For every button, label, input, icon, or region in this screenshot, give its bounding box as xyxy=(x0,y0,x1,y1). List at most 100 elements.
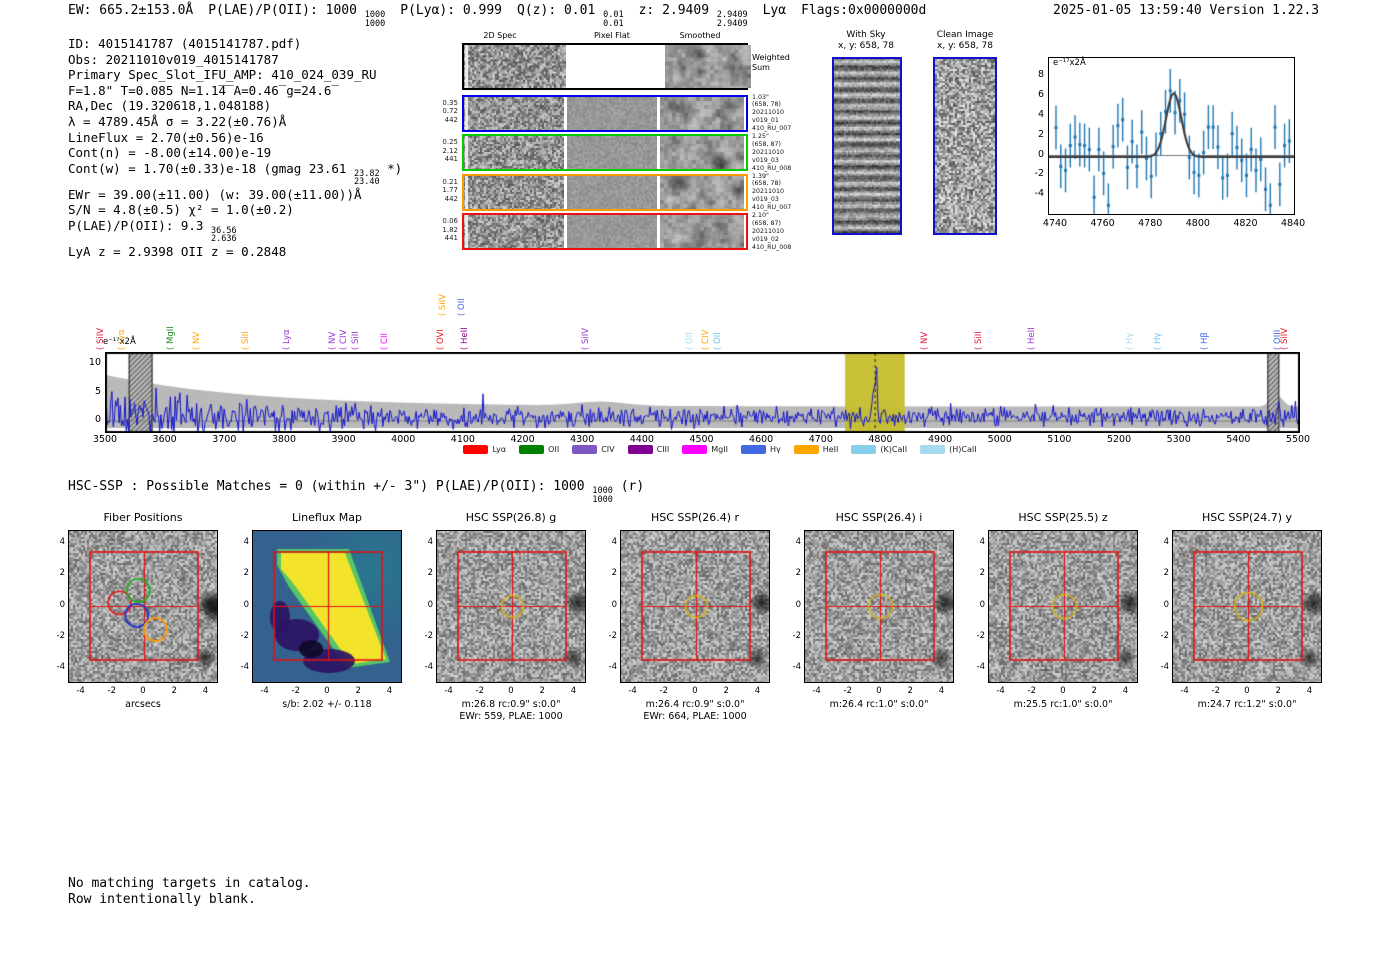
line-fit-xtick: 4760 xyxy=(1090,218,1115,229)
panel-xtick: 0 xyxy=(876,686,882,696)
emission-line-label-CII: ( CII xyxy=(380,333,391,350)
spectrum-xtick: 4700 xyxy=(808,433,833,445)
legend-label: HeII xyxy=(822,445,839,454)
left-label-line: 2.12 xyxy=(442,146,458,155)
emission-line-label-HeII: ( HeII xyxy=(460,327,471,350)
hsc-cutout-image xyxy=(437,531,585,682)
panel-ytick: 2 xyxy=(59,568,65,579)
panel-xtick: -4 xyxy=(628,686,637,696)
info-line-11: P(LAE)/P(OII): 9.3 36.56 2.636 xyxy=(68,217,237,245)
right-label-line: v019_03 xyxy=(752,196,779,204)
panel-ytick: -2 xyxy=(424,630,433,641)
panel-xtick: 2 xyxy=(1275,686,1281,696)
emission-line-label-NV: ( NV xyxy=(327,331,338,350)
panel-ytick: 4 xyxy=(427,537,433,547)
legend-swatch xyxy=(740,445,766,454)
panel-ytick: -4 xyxy=(976,662,985,672)
panel-box-5 xyxy=(988,530,1138,683)
emission-line-label-HeII: ( HeII xyxy=(1026,327,1037,350)
spectrum-xtick: 4900 xyxy=(928,433,953,445)
emission-line-label-Lyα: ( Lyα xyxy=(117,329,128,350)
legend-swatch xyxy=(920,445,946,454)
info-line-10: S/N = 4.8(±0.5) χ² = 1.0(±0.2) xyxy=(68,202,294,218)
header-segment-1: P(LAE)/P(OII): 1000 1000 1000 xyxy=(208,3,386,29)
legend-swatch xyxy=(682,445,708,454)
panel-ytick: -4 xyxy=(608,662,617,672)
line-fit-xtick: 4840 xyxy=(1281,218,1306,229)
emission-line-label-SiII: ( SiII xyxy=(241,331,252,350)
spec2d-row xyxy=(462,43,751,90)
info-line-1: Obs: 20211010v019_4015141787 xyxy=(68,51,279,67)
line-fit-xtick: 4800 xyxy=(1185,218,1210,229)
panel-box-2 xyxy=(436,530,586,683)
right-label-line: v019_03 xyxy=(752,156,779,164)
panel-xlabel-0: arcsecs xyxy=(125,699,161,710)
panel-ytick: 2 xyxy=(1163,568,1169,579)
info-line-5: λ = 4789.45Å σ = 3.22(±0.76)Å xyxy=(68,113,287,129)
header-segment-4: z: 2.9409 2.9409 2.9409 xyxy=(638,3,748,29)
legend-swatch xyxy=(519,445,545,454)
info-line-9: EWr = 39.00(±11.00) (w: 39.00(±11.00))Å xyxy=(68,186,362,202)
emission-line-label-NV: ( NV xyxy=(192,331,203,350)
with-sky-image xyxy=(834,59,900,233)
panel-info-line1-2: m:26.8 rc:0.9" s:0.0" xyxy=(461,699,561,710)
panel-xtick: 2 xyxy=(539,686,545,696)
spectrum-xtick: 4500 xyxy=(689,433,714,445)
panel-xtick: -4 xyxy=(812,686,821,696)
detection-info-block: ID: 4015141787 (4015141787.pdf) Obs: 2021… xyxy=(68,36,402,260)
panel-xtick: 4 xyxy=(386,686,393,696)
panel-xtick: 0 xyxy=(692,686,698,696)
right-label-line: 410_RU_008 xyxy=(752,164,792,172)
panel-xtick: -2 xyxy=(475,686,484,696)
panel-xtick: -4 xyxy=(76,686,85,696)
emission-line-label-Hγ: ( Hγ xyxy=(1153,332,1164,350)
spec2d-2d-segment xyxy=(464,96,564,130)
legend-item-OII: OII xyxy=(519,445,559,454)
spec2d-weighted-label-line-0: Weighted xyxy=(752,53,790,62)
emission-line-label-NV: ( NV xyxy=(919,331,930,350)
emission-line-label-SiIV: ( SiIV xyxy=(95,327,106,350)
panel-xtick: -2 xyxy=(1027,686,1036,696)
spec2d-smoothed-segment xyxy=(664,45,751,88)
panel-ytick: 4 xyxy=(611,537,617,547)
panel-title-0: Fiber Positions xyxy=(103,511,183,524)
right-label-line: 1.03" xyxy=(752,93,769,101)
legend-item-CIV: CIV xyxy=(572,445,615,454)
spectrum-xtick: 4300 xyxy=(570,433,595,445)
panel-xtick: -2 xyxy=(659,686,668,696)
spec2d-column-header-1: Pixel Flat xyxy=(594,31,630,40)
legend-item-Lyα: Lyα xyxy=(463,445,506,454)
left-label-line: 442 xyxy=(444,194,458,203)
right-label-line: (658, 87) xyxy=(752,219,781,227)
stacked-fraction: 0.01 0.01 xyxy=(603,10,624,29)
emission-line-label-OII: ( OII xyxy=(685,332,696,350)
spectrum-units-annotation: e⁻¹⁷x2Å xyxy=(103,337,136,347)
panel-xtick: 2 xyxy=(171,686,177,696)
panel-xtick: -2 xyxy=(843,686,852,696)
spectrum-xtick: 4100 xyxy=(450,433,475,445)
line-fit-ytick: 6 xyxy=(1037,88,1044,100)
spectrum-xtick: 5400 xyxy=(1226,433,1251,445)
line-fit-units-annotation: e⁻¹⁷x2Å xyxy=(1052,58,1087,68)
info-line-7: Cont(n) = -8.00(±14.00)e-19 xyxy=(68,145,272,161)
spec2d-row xyxy=(462,94,748,132)
header-segment-6: Flags:0x0000000d xyxy=(801,3,927,18)
panel-xtick: -4 xyxy=(444,686,453,696)
spec2d-smoothed-segment xyxy=(660,175,744,209)
panel-ytick: 0 xyxy=(59,599,65,610)
spec2d-row-left-label: 0.21 1.77 442 xyxy=(424,178,458,204)
panel-box-6 xyxy=(1172,530,1322,683)
left-label-line: 0.21 xyxy=(442,177,458,186)
info-line-8: Cont(w) = 1.70(±0.33)e-18 (gmag 23.61 23… xyxy=(68,160,403,188)
emission-line-label-SiII: ( SiII xyxy=(974,331,985,350)
panel-ytick: -4 xyxy=(240,662,249,672)
line-fit-ytick: 8 xyxy=(1037,68,1044,80)
legend-label: OII xyxy=(548,445,560,454)
panel-title-1: Lineflux Map xyxy=(291,511,363,524)
spec2d-smoothed-segment xyxy=(660,96,744,130)
stacked-fraction: 1000 1000 xyxy=(364,10,386,29)
spectrum-xtick: 5500 xyxy=(1285,433,1311,445)
spectrum-xtick: 5100 xyxy=(1047,433,1072,445)
spec2d-row-right-label: 1.25" (658, 87) 20211010 v019_03 410_RU_008 xyxy=(752,133,791,173)
right-label-line: 1.25" xyxy=(752,133,769,140)
